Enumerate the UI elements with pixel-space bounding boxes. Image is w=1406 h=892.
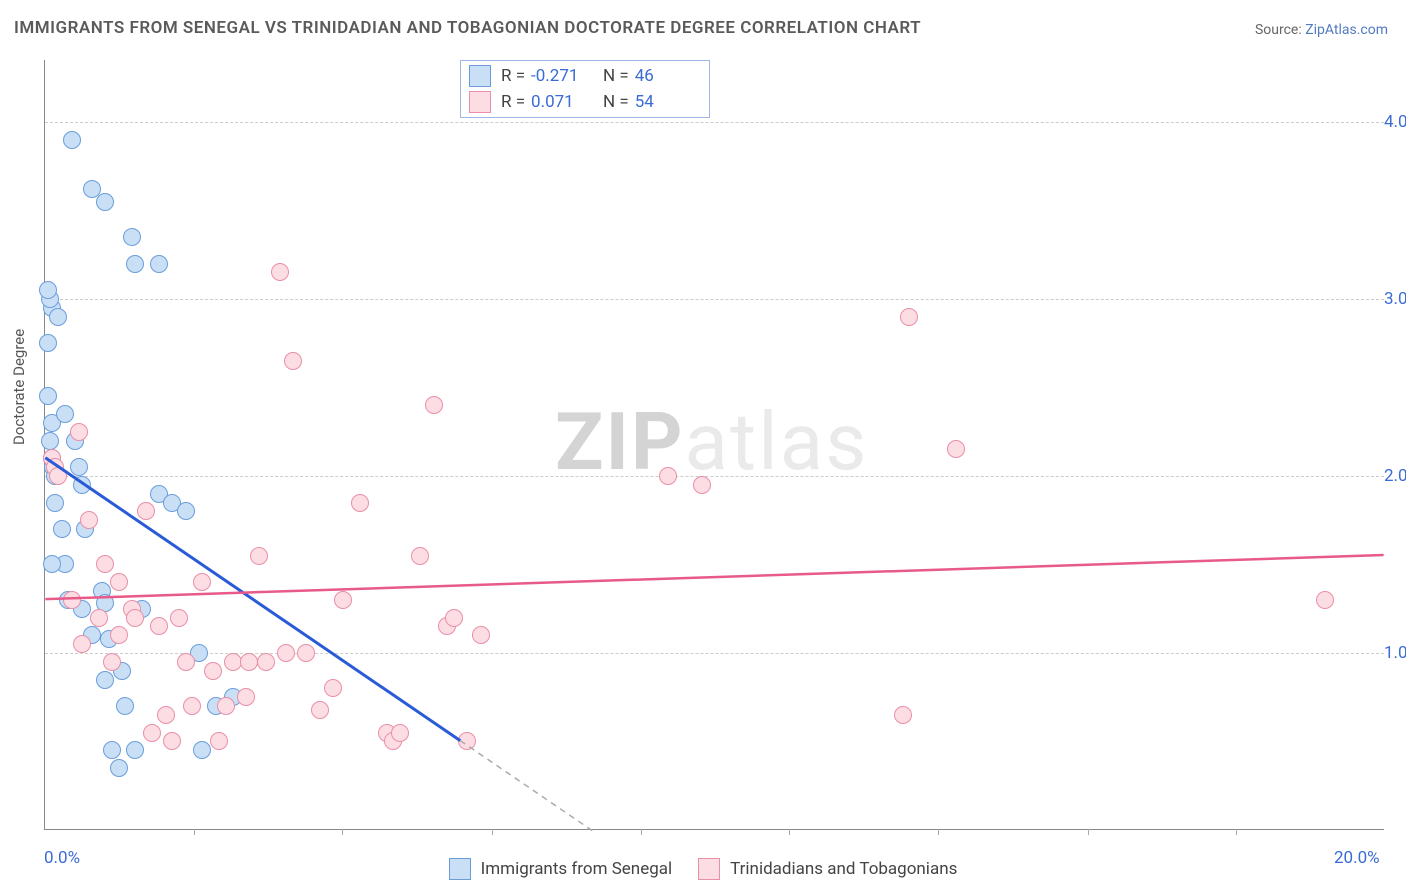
x-tick (641, 829, 642, 835)
x-tick (938, 829, 939, 835)
plot-area: ZIPatlas 1.0%2.0%3.0%4.0% (44, 60, 1384, 830)
source-attribution: Source: ZipAtlas.com (1255, 22, 1388, 38)
series-legend: Immigrants from Senegal Trinidadians and … (0, 858, 1406, 880)
x-tick-label: 20.0% (1334, 848, 1380, 868)
x-tick (1236, 829, 1237, 835)
legend-label: Immigrants from Senegal (481, 859, 673, 879)
legend-swatch (449, 858, 471, 880)
legend-label: Trinidadians and Tobagonians (730, 859, 957, 879)
senegal-trendline (45, 458, 460, 741)
x-tick (194, 829, 195, 835)
r-value: -0.271 (531, 66, 593, 86)
x-tick (492, 829, 493, 835)
legend-item: Trinidadians and Tobagonians (698, 858, 957, 880)
legend-swatch (469, 65, 491, 87)
x-tick (1088, 829, 1089, 835)
trinidad-trendline (45, 555, 1383, 599)
n-value: 54 (635, 92, 697, 112)
r-label: R = (501, 92, 525, 112)
legend-swatch (469, 91, 491, 113)
correlation-legend: R = -0.271 N = 46 R = 0.071 N = 54 (460, 60, 710, 118)
x-tick (789, 829, 790, 835)
r-label: R = (501, 66, 525, 86)
y-axis-title: Doctorate Degree (10, 329, 28, 445)
senegal-trendline-extrapolated (460, 741, 594, 832)
legend-swatch (698, 858, 720, 880)
n-label: N = (603, 92, 629, 112)
n-label: N = (603, 66, 629, 86)
x-tick-label: 0.0% (44, 848, 80, 868)
source-label: Source: (1255, 22, 1305, 38)
legend-row: R = -0.271 N = 46 (463, 63, 707, 89)
legend-row: R = 0.071 N = 54 (463, 89, 707, 115)
chart-title: IMMIGRANTS FROM SENEGAL VS TRINIDADIAN A… (14, 18, 921, 38)
x-tick (342, 829, 343, 835)
r-value: 0.071 (531, 92, 593, 112)
legend-item: Immigrants from Senegal (449, 858, 673, 880)
trend-lines-layer (45, 60, 1384, 829)
n-value: 46 (635, 66, 697, 86)
source-site: ZipAtlas.com (1305, 22, 1388, 38)
